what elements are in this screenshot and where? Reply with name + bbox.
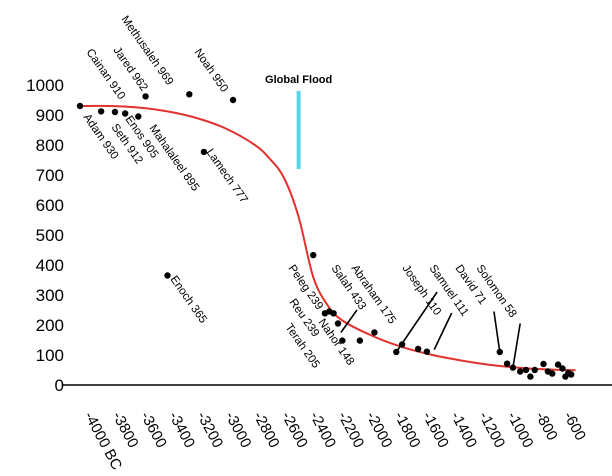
x-tick-label: -1200	[475, 409, 508, 451]
data-point	[398, 341, 406, 348]
x-tick-label: -2000	[362, 409, 395, 451]
data-point	[554, 361, 562, 368]
y-tick-label: 0	[55, 376, 64, 395]
data-point	[164, 272, 171, 279]
data-point	[97, 108, 105, 115]
data-point	[111, 108, 119, 116]
leader-line	[340, 309, 358, 333]
y-tick-label: 700	[36, 166, 64, 185]
leader-line	[493, 311, 501, 353]
data-point	[330, 310, 337, 317]
data-point	[393, 348, 400, 356]
x-tick-label: -800	[532, 409, 561, 443]
data-point	[414, 345, 422, 353]
data-point	[229, 96, 237, 104]
x-tick-label: -3000	[221, 409, 254, 451]
data-point	[503, 360, 511, 367]
data-point	[531, 366, 538, 374]
point-label: Enoch 365	[168, 274, 209, 326]
y-axis-ticks: 0 100 200 300 400 500 600 700 800 900 1000	[26, 76, 64, 395]
x-tick-label: -2400	[306, 409, 339, 451]
leader-line	[433, 312, 453, 350]
data-point	[423, 348, 431, 355]
x-tick-label: -1800	[391, 409, 424, 451]
data-point	[334, 320, 342, 327]
global-flood-label: Global Flood	[265, 74, 332, 86]
data-point	[559, 365, 566, 372]
data-point	[496, 348, 503, 356]
x-tick-label: -600	[560, 409, 589, 443]
y-tick-label: 300	[36, 286, 64, 305]
data-points	[76, 91, 575, 380]
leader-line	[512, 323, 521, 368]
x-tick-label: -3600	[137, 409, 170, 451]
x-tick-label: -3400	[165, 409, 198, 451]
y-tick-label: 800	[36, 136, 64, 155]
data-point	[186, 91, 193, 98]
point-label: Lamech 777	[204, 147, 250, 206]
data-point	[509, 364, 517, 371]
y-tick-label: 1000	[26, 76, 64, 95]
data-point	[121, 110, 129, 117]
label-leader-lines	[340, 291, 521, 368]
data-point	[356, 337, 364, 344]
y-tick-label: 200	[36, 316, 64, 335]
data-point	[310, 251, 317, 259]
point-label: Methusaleh 969	[119, 14, 176, 88]
data-point	[540, 360, 547, 368]
data-point	[568, 371, 575, 378]
y-tick-label: 100	[36, 346, 64, 365]
data-point	[516, 368, 524, 375]
x-tick-label: -2800	[250, 409, 283, 451]
data-point	[76, 102, 84, 110]
x-tick-label: -2600	[278, 409, 311, 451]
x-tick-label: -3200	[193, 409, 226, 451]
data-point	[549, 370, 556, 377]
trend-curve	[79, 104, 576, 372]
data-point	[135, 113, 142, 120]
point-label: Noah 950	[192, 47, 230, 95]
x-tick-label: -1600	[419, 409, 452, 451]
data-point	[371, 329, 378, 336]
data-point	[527, 373, 534, 380]
y-tick-label: 900	[36, 106, 64, 125]
data-point	[200, 148, 208, 156]
data-point	[339, 337, 346, 344]
x-tick-label: -1000	[503, 409, 536, 451]
x-tick-label: -2200	[334, 409, 367, 451]
y-tick-label: 500	[36, 226, 64, 245]
y-tick-label: 400	[36, 256, 64, 275]
point-label: Mahalaleel 895	[147, 123, 202, 194]
data-point	[142, 93, 149, 100]
x-tick-label: -1400	[447, 409, 480, 451]
data-point	[522, 366, 530, 374]
y-tick-label: 600	[36, 196, 64, 215]
x-axis-ticks: -4000 BC-3800-3600-3400-3200-3000-2800-2…	[80, 409, 589, 473]
